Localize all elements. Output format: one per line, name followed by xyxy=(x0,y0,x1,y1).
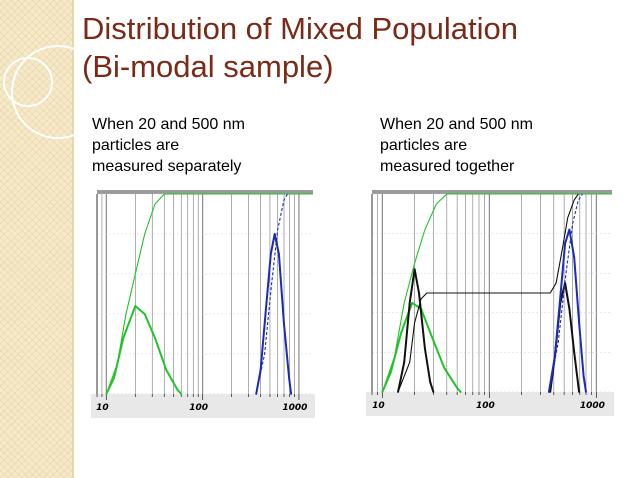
chart-together: 10 100 1000 xyxy=(366,190,614,416)
series-point xyxy=(582,375,585,378)
series-point xyxy=(269,253,272,255)
series-point xyxy=(578,391,581,393)
series-point xyxy=(381,391,384,393)
series-point xyxy=(273,233,276,235)
series-green-cumulative xyxy=(381,193,612,393)
caption-left-line-1: When 20 and 500 nm xyxy=(92,116,245,133)
series-point xyxy=(411,302,414,304)
series-point xyxy=(559,296,562,298)
plot-top-border xyxy=(372,190,612,194)
series-point xyxy=(459,391,462,393)
series-point xyxy=(424,347,426,350)
x-tick-label: 1000 xyxy=(282,403,307,413)
series-point xyxy=(259,369,262,371)
series-point xyxy=(430,335,433,338)
caption-right: When 20 and 500 nm particles are measure… xyxy=(380,114,620,177)
series-point xyxy=(568,307,571,310)
decorative-circles xyxy=(3,45,105,139)
caption-left-line-2: particles are xyxy=(92,137,180,154)
deco-circle-small xyxy=(3,57,53,107)
x-tick-label: 10 xyxy=(96,403,109,413)
series-blue-cumulative xyxy=(548,193,583,393)
series-point xyxy=(283,323,285,325)
series-point xyxy=(278,253,280,255)
series-point xyxy=(264,313,267,315)
caption-right-line-2: particles are xyxy=(380,137,468,154)
series-black-cumulative xyxy=(397,193,579,393)
plot-top-border xyxy=(97,190,313,194)
series-point xyxy=(432,391,435,393)
series-point xyxy=(573,256,576,259)
series-point xyxy=(578,321,581,324)
series-point xyxy=(176,389,179,391)
series-blue-cumulative xyxy=(255,193,288,395)
series-point xyxy=(429,381,432,383)
caption-left-line-3: measured separately xyxy=(92,158,242,175)
series-point xyxy=(105,393,108,395)
series-point xyxy=(573,351,576,354)
series-point xyxy=(288,377,290,379)
x-tick-label: 100 xyxy=(476,401,495,411)
series-point xyxy=(122,337,125,339)
caption-right-line-1: When 20 and 500 nm xyxy=(380,116,533,133)
series-point xyxy=(564,242,566,245)
series-point xyxy=(143,313,146,315)
caption-right-line-3: measured together xyxy=(380,158,515,175)
series-point xyxy=(290,393,293,395)
series-point xyxy=(418,292,420,294)
x-axis-band xyxy=(366,392,614,416)
x-tick-label: 100 xyxy=(189,403,208,413)
series-point xyxy=(400,331,403,334)
series-point xyxy=(154,337,156,339)
series-point xyxy=(413,268,416,271)
series-point xyxy=(389,371,392,374)
x-tick-label: 1000 xyxy=(580,401,605,411)
series-point xyxy=(568,228,571,231)
slide-title-line-2: (Bi-modal sample) xyxy=(82,49,334,84)
slide-title: Distribution of Mixed Population (Bi-mod… xyxy=(82,10,622,86)
deco-circle-large xyxy=(11,45,105,139)
decorative-side-strip xyxy=(0,0,72,478)
series-point xyxy=(134,305,137,307)
x-tick-label: 10 xyxy=(372,401,385,411)
chart-separate: 10 100 1000 xyxy=(91,190,315,418)
series-point xyxy=(443,367,446,370)
series-point xyxy=(403,361,406,364)
series-point xyxy=(180,393,183,395)
series-point xyxy=(585,391,587,393)
series-point xyxy=(408,302,411,304)
series-point xyxy=(165,369,168,371)
series-point xyxy=(113,377,115,379)
side-strip-edge xyxy=(72,0,74,478)
caption-left: When 20 and 500 nm particles are measure… xyxy=(92,114,332,177)
series-point xyxy=(456,387,459,389)
slide-title-line-1: Distribution of Mixed Population xyxy=(82,11,518,46)
series-black-distribution xyxy=(397,268,435,393)
